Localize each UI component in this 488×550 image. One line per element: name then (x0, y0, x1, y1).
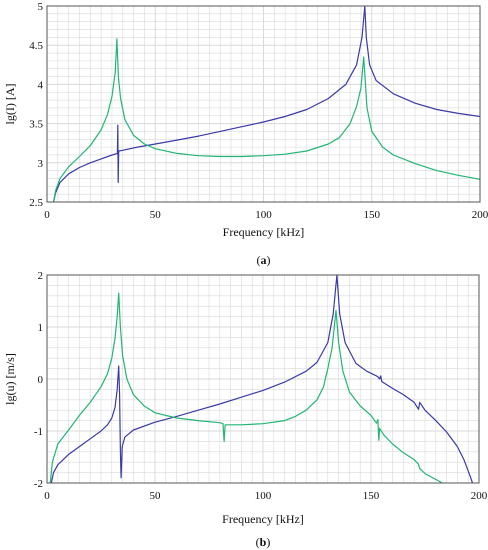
chart-b-grid (47, 275, 479, 483)
chart-a-grid (47, 6, 480, 202)
chart-a-caption: (a) (257, 253, 271, 267)
chart-a: 2.5 3 3.5 4 4.5 5 0 50 100 150 200 Frequency [kHz… (3, 1, 488, 267)
x-tick-label: 200 (471, 490, 488, 502)
x-tick-label: 50 (150, 209, 162, 221)
chart-b-x-axis-label: Frequency [kHz] (222, 512, 304, 526)
chart-b-y-axis-label: lg(u) [m/s] (3, 353, 17, 405)
x-tick-label: 0 (44, 209, 50, 221)
y-tick-label: 4 (38, 79, 44, 91)
y-tick-label: 5 (38, 1, 44, 13)
chart-a-x-axis-label: Frequency [kHz] (223, 225, 305, 239)
series-line-blue (50, 274, 474, 484)
y-tick-label: 1 (38, 322, 44, 334)
x-tick-label: 150 (363, 490, 380, 502)
chart-b-frame (46, 274, 480, 484)
chart-a-series (52, 5, 481, 203)
chart-a-y-ticks: 2.5 3 3.5 4 4.5 5 (29, 1, 43, 209)
y-tick-label: -2 (34, 478, 43, 490)
series-line-blue (52, 5, 481, 203)
series-line-green (52, 38, 481, 203)
x-tick-label: 100 (255, 490, 272, 502)
y-tick-label: 3.5 (29, 119, 43, 131)
x-tick-label: 150 (364, 209, 381, 221)
y-tick-label: 0 (38, 374, 44, 386)
chart-b-series (49, 274, 474, 484)
y-tick-label: 2.5 (29, 197, 43, 209)
x-tick-label: 100 (255, 209, 272, 221)
x-tick-label: 0 (44, 490, 50, 502)
chart-b: -2 -1 0 1 2 0 50 100 150 200 Frequency [kHz] lg(… (3, 270, 488, 549)
x-tick-label: 200 (472, 209, 488, 221)
chart-a-x-ticks: 0 50 100 150 200 (44, 209, 488, 221)
chart-b-x-ticks: 0 50 100 150 200 (44, 490, 488, 502)
y-tick-label: 3 (38, 158, 44, 170)
chart-a-y-axis-label: lg(I) [A] (3, 84, 17, 125)
chart-b-caption: (b) (256, 535, 271, 549)
y-tick-label: 4.5 (29, 40, 43, 52)
series-line-green (49, 292, 443, 484)
y-tick-label: 2 (38, 270, 44, 282)
chart-b-y-ticks: -2 -1 0 1 2 (34, 270, 44, 490)
x-tick-label: 50 (150, 490, 162, 502)
chart-a-frame (46, 5, 481, 203)
y-tick-label: -1 (34, 426, 43, 438)
